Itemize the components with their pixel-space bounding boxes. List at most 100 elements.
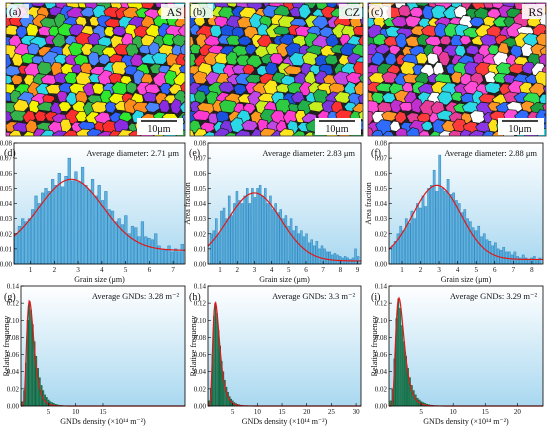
grain <box>36 101 55 112</box>
grain <box>332 71 352 86</box>
bar <box>256 188 259 265</box>
bar <box>246 188 249 265</box>
y-tick-label: 0.02 <box>194 230 207 238</box>
bar <box>84 185 88 265</box>
y-tick-label: 0.06 <box>375 170 388 178</box>
bar <box>393 241 397 265</box>
grain <box>0 0 1 9</box>
bar <box>137 236 141 265</box>
bar <box>127 233 131 265</box>
grain <box>298 3 312 20</box>
y-tick-label: 0.02 <box>0 230 13 238</box>
x-tick-label: 5 <box>124 266 128 274</box>
bar <box>21 218 25 265</box>
grain <box>241 119 259 131</box>
x-tick-label: 5 <box>419 408 423 416</box>
x-tick-label: 4 <box>100 266 104 274</box>
y-tick-label: 0.02 <box>7 385 20 393</box>
bar <box>527 259 531 265</box>
x-tick-label: 1 <box>400 266 404 274</box>
panel-letter: (h) <box>189 292 201 303</box>
grain <box>31 3 48 7</box>
bar <box>477 225 481 265</box>
bar <box>235 191 239 265</box>
grain <box>181 113 185 123</box>
y-tick-label: 0.02 <box>375 385 388 393</box>
y-tick-label: 0.08 <box>0 140 13 148</box>
y-tick-label: 0.05 <box>194 185 207 193</box>
grain <box>418 130 431 136</box>
bar <box>144 236 148 265</box>
x-tick-label: 10 <box>72 408 80 416</box>
fit-curve <box>13 178 186 251</box>
bar <box>318 248 321 265</box>
bar <box>167 245 171 265</box>
bar <box>427 188 430 265</box>
bar <box>535 259 539 265</box>
scale-bar-bg <box>315 118 361 135</box>
grain <box>209 24 223 38</box>
grain <box>190 43 202 55</box>
bar <box>271 209 275 265</box>
grain <box>374 43 391 55</box>
grain-layer <box>368 3 546 136</box>
grain <box>182 55 185 63</box>
bar <box>174 248 178 265</box>
bar <box>297 233 301 265</box>
annotation: Average GNDs: 3.3 m⁻² <box>272 291 355 301</box>
grain <box>178 63 185 74</box>
bar <box>315 241 319 265</box>
bar <box>261 195 264 265</box>
bar <box>217 233 221 265</box>
x-axis-label: Grain size (μm) <box>441 275 492 284</box>
bar <box>494 242 497 265</box>
bar <box>46 397 48 407</box>
y-tick-label: 0.06 <box>194 170 207 178</box>
orientation-map: (c) RS 10μm <box>367 2 547 137</box>
annotation: Average diameter: 2.88 μm <box>444 148 537 158</box>
grain <box>233 83 247 95</box>
grain <box>406 127 421 136</box>
grain <box>58 101 72 112</box>
grain <box>468 130 486 136</box>
x-tick-label: 9 <box>356 266 360 274</box>
grain <box>0 73 3 86</box>
grain <box>451 91 464 102</box>
bar <box>507 251 511 265</box>
y-tick-label: 0.01 <box>0 245 13 253</box>
grain <box>538 53 546 66</box>
y-tick-label: 0.03 <box>0 215 13 223</box>
bar <box>455 200 458 265</box>
bar <box>130 225 135 265</box>
bar <box>438 154 442 265</box>
grain <box>333 91 352 104</box>
grain <box>375 82 394 93</box>
grain <box>180 81 185 94</box>
grain <box>144 101 161 113</box>
bar <box>47 191 51 265</box>
y-tick-label: 0.02 <box>194 385 207 393</box>
y-tick-label: 0.12 <box>7 300 20 308</box>
bar <box>471 227 475 265</box>
bar <box>251 188 254 265</box>
panel-letter-bg <box>191 4 213 18</box>
grain <box>62 129 79 136</box>
bar <box>124 215 128 265</box>
grain <box>86 128 103 136</box>
grain <box>438 50 451 67</box>
orientation-map: (b) CZ 10μm <box>189 2 364 137</box>
y-tick-label: 0.06 <box>7 351 20 359</box>
y-tick-label: 0.00 <box>375 403 388 411</box>
bar <box>214 302 217 407</box>
bar <box>70 180 75 265</box>
grain <box>538 93 546 105</box>
grain <box>9 129 23 136</box>
fit-curve <box>207 192 361 262</box>
bar <box>289 218 293 265</box>
grain <box>226 3 239 8</box>
bar <box>402 230 405 265</box>
grain <box>225 34 242 46</box>
y-axis-label: Relative frequency <box>370 316 379 377</box>
bar <box>54 185 58 265</box>
y-tick-label: 0.10 <box>194 317 207 325</box>
